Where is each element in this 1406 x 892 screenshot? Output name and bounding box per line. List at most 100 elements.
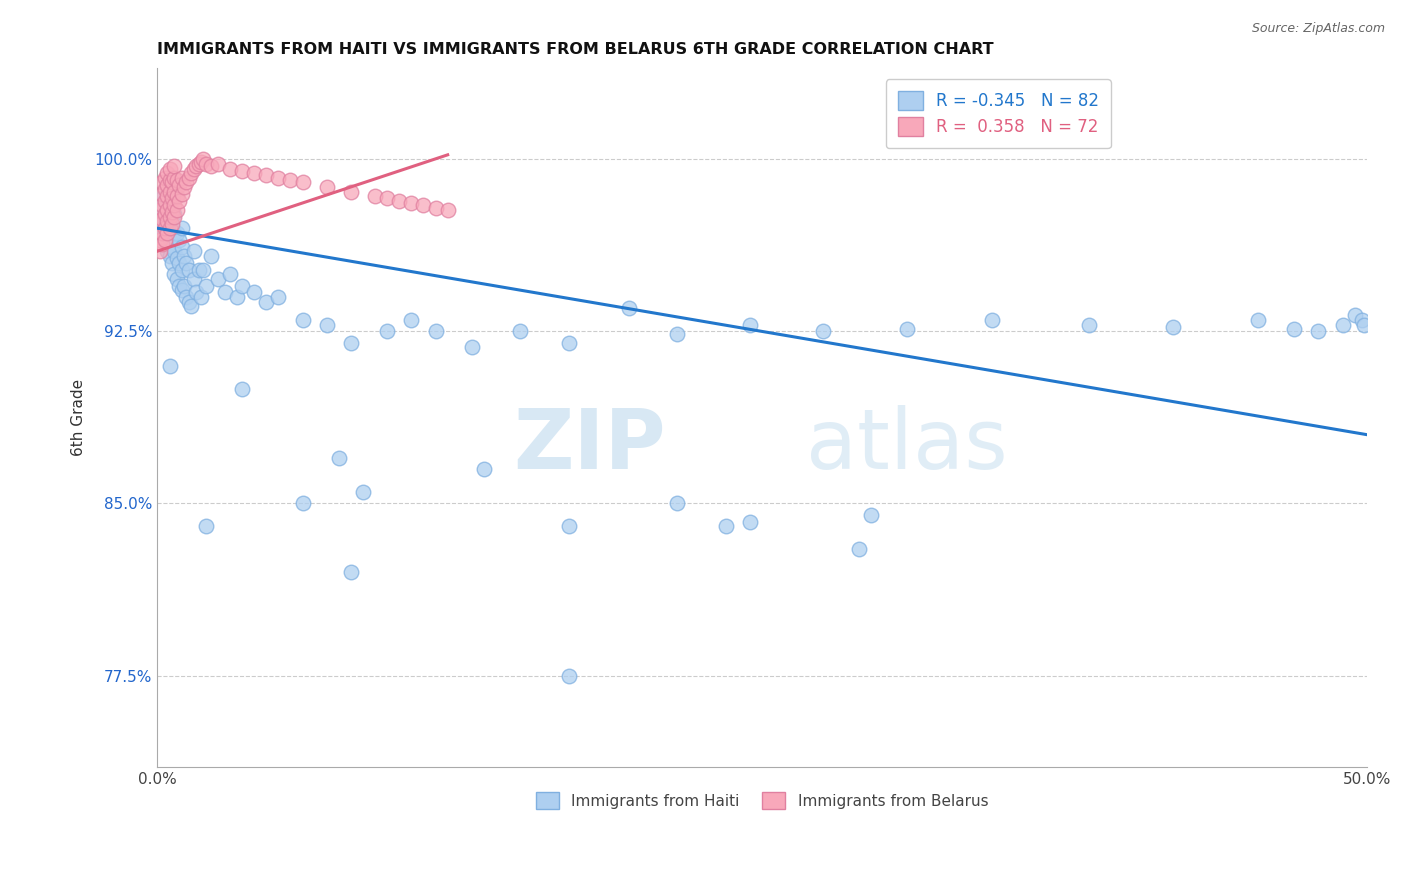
Point [167,194,190,208]
Point [340,185,363,199]
Point [267,290,290,304]
Point [163,267,186,281]
Point [163,226,186,240]
Point [150,175,173,189]
Point [352,485,374,500]
Point [187,157,209,171]
Point [153,233,176,247]
Point [219,161,242,176]
Point [176,255,198,269]
Point [153,194,176,208]
Point [738,318,761,332]
Point [159,221,181,235]
Point [159,210,181,224]
Point [156,202,179,217]
Point [177,262,200,277]
Point [149,210,172,224]
Point [159,173,181,187]
Point [159,198,181,212]
Point [159,249,181,263]
Point [150,202,173,217]
Point [243,285,266,300]
Point [193,262,215,277]
Point [170,221,193,235]
Point [184,285,207,300]
Point [150,212,173,227]
Point [183,271,205,285]
Point [160,191,183,205]
Point [340,335,363,350]
Text: IMMIGRANTS FROM HAITI VS IMMIGRANTS FROM BELARUS 6TH GRADE CORRELATION CHART: IMMIGRANTS FROM HAITI VS IMMIGRANTS FROM… [157,42,994,57]
Point [425,201,447,215]
Point [180,166,202,180]
Point [401,313,423,327]
Point [156,166,179,180]
Point [190,154,212,169]
Point [160,217,183,231]
Point [183,161,205,176]
Point [153,221,176,235]
Point [170,239,193,253]
Point [163,170,186,185]
Point [150,226,173,240]
Point [194,519,217,533]
Point [163,207,186,221]
Y-axis label: 6th Grade: 6th Grade [72,379,86,456]
Point [170,262,193,277]
Point [156,198,179,212]
Point [472,462,495,476]
Point [859,508,882,522]
Text: ZIP: ZIP [513,405,665,486]
Point [149,217,172,231]
Point [156,189,179,203]
Point [150,186,173,201]
Point [557,335,579,350]
Point [160,255,183,269]
Point [714,519,737,533]
Point [1247,313,1270,327]
Point [291,313,314,327]
Point [163,210,186,224]
Point [193,153,215,167]
Point [267,170,290,185]
Point [156,226,179,240]
Point [153,170,176,185]
Point [200,159,222,173]
Point [1351,313,1374,327]
Point [1331,318,1354,332]
Point [557,519,579,533]
Point [166,173,188,187]
Point [1353,318,1375,332]
Point [153,207,176,221]
Point [176,175,198,189]
Point [183,244,205,259]
Point [173,278,195,293]
Point [176,290,198,304]
Point [436,202,458,217]
Point [896,322,918,336]
Point [412,198,434,212]
Point [848,542,870,557]
Point [170,283,193,297]
Point [243,166,266,180]
Point [150,191,173,205]
Point [811,325,834,339]
Point [160,205,183,219]
Point [167,278,190,293]
Point [160,205,183,219]
Point [666,326,689,341]
Point [194,278,217,293]
Point [184,159,207,173]
Point [149,202,172,217]
Point [200,249,222,263]
Point [207,271,229,285]
Point [167,178,190,192]
Point [254,294,277,309]
Point [219,267,242,281]
Point [167,255,190,269]
Point [231,278,253,293]
Point [159,161,181,176]
Point [375,325,398,339]
Point [173,249,195,263]
Point [340,566,363,580]
